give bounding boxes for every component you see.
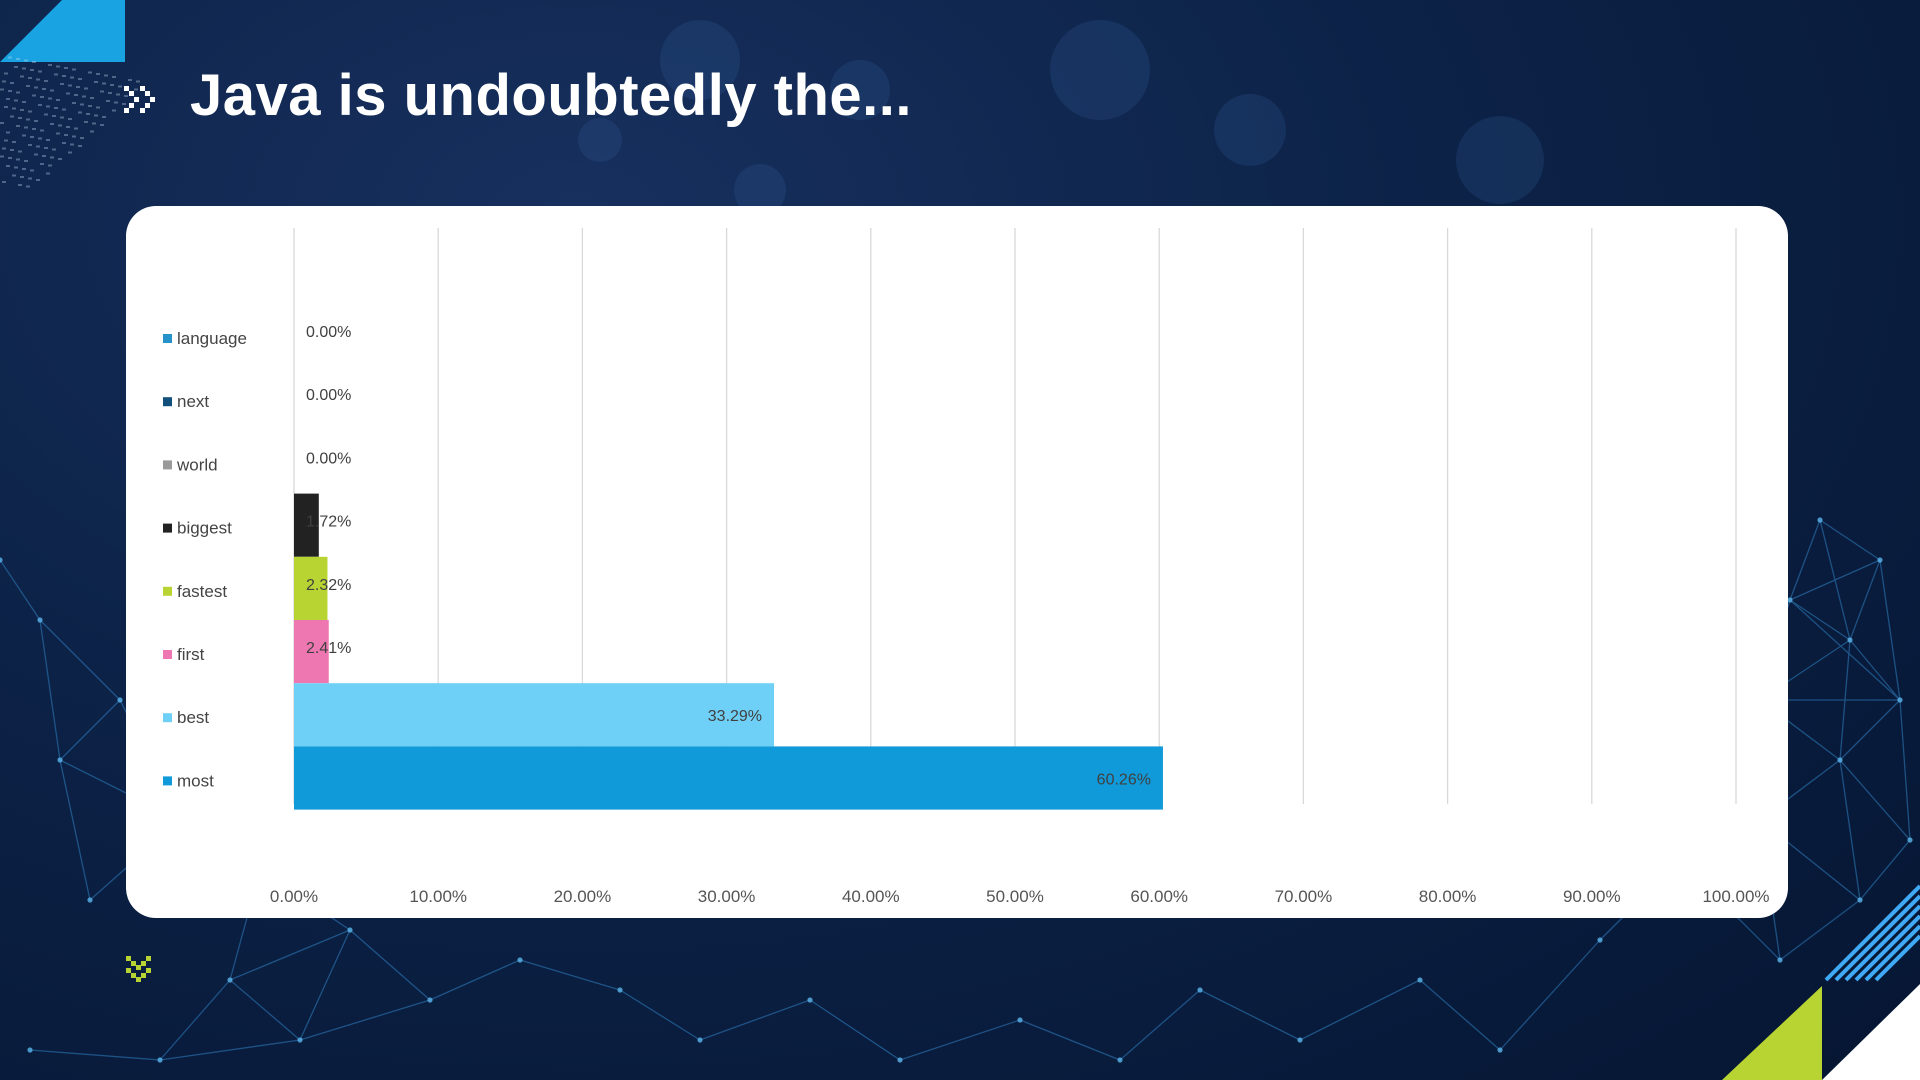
x-tick-label: 70.00% xyxy=(1275,887,1333,906)
legend-label: first xyxy=(177,645,205,664)
x-tick-label: 30.00% xyxy=(698,887,756,906)
bar-chart: 0.00% 10.00% 20.00% 30.00% 40.00% 50.00% 60.00… xyxy=(163,228,1770,906)
legend-swatch xyxy=(163,460,172,470)
data-label: 60.26% xyxy=(1097,771,1151,788)
x-tick-label: 0.00% xyxy=(270,887,318,906)
data-label: 33.29% xyxy=(708,708,762,725)
bar-biggest xyxy=(294,493,319,557)
x-tick-label: 50.00% xyxy=(986,887,1044,906)
chart-card: 0.00% 10.00% 20.00% 30.00% 40.00% 50.00% 60.00… xyxy=(126,206,1788,918)
corner-accent-bottom-right xyxy=(1722,884,1920,1080)
legend-swatch xyxy=(163,713,172,723)
data-label: 2.41% xyxy=(306,640,351,657)
legend-label: next xyxy=(177,392,209,411)
x-tick-label: 60.00% xyxy=(1130,887,1188,906)
slide-title: Java is undoubtedly the... xyxy=(190,63,913,128)
x-tick-label: 10.00% xyxy=(409,887,467,906)
data-label: 0.00% xyxy=(306,387,351,404)
legend-swatch xyxy=(163,334,172,343)
x-tick-label: 100.00% xyxy=(1702,887,1769,906)
x-tick-label: 40.00% xyxy=(842,887,900,906)
legend-swatch xyxy=(163,523,172,533)
data-label: 0.00% xyxy=(306,450,351,467)
x-tick-label: 20.00% xyxy=(554,887,612,906)
data-label: 1.72% xyxy=(306,514,351,531)
corner-accent-top-left xyxy=(0,0,125,62)
code-pattern-decoration xyxy=(0,56,140,188)
double-chevron-down-icon xyxy=(126,956,151,982)
legend-label: fastest xyxy=(177,582,227,601)
legend-label: biggest xyxy=(177,519,232,538)
data-label: 0.00% xyxy=(306,324,351,341)
legend-swatch xyxy=(163,776,172,786)
bar-fastest xyxy=(294,556,328,620)
double-chevron-right-icon xyxy=(124,86,155,113)
legend-swatch xyxy=(163,586,172,596)
data-label: 2.32% xyxy=(306,577,351,594)
bar-best xyxy=(294,683,775,747)
legend-swatch xyxy=(163,650,172,659)
legend-label: best xyxy=(177,708,209,727)
bar-most xyxy=(294,746,1163,810)
legend-label: most xyxy=(177,771,214,790)
legend-label: world xyxy=(176,455,218,474)
bar-first xyxy=(294,620,329,684)
x-tick-label: 90.00% xyxy=(1563,887,1621,906)
legend-label: language xyxy=(177,329,247,348)
x-tick-label: 80.00% xyxy=(1419,887,1477,906)
legend-swatch xyxy=(163,397,172,407)
